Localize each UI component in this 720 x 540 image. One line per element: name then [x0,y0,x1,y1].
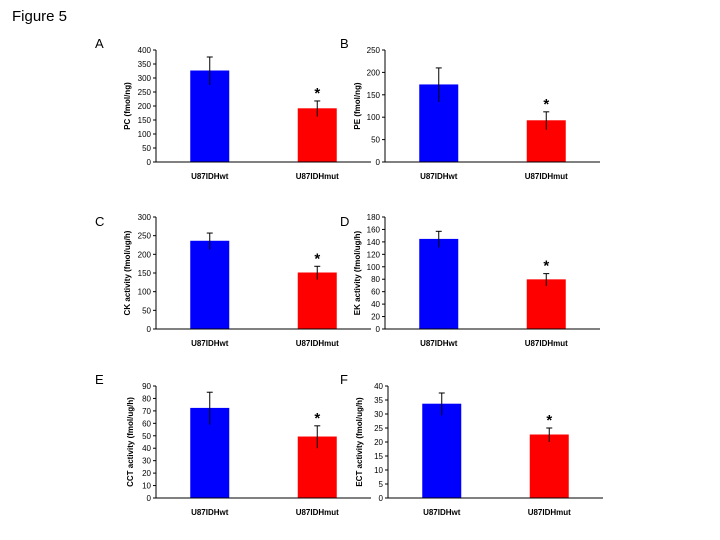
figure-title: Figure 5 [12,8,68,25]
panel-d-ytick-label-2: 40 [371,300,380,309]
panel-c-ytick-label-3: 150 [138,269,152,278]
panel-e-ytick-label-8: 80 [142,394,151,403]
panel-b-ytick-label-5: 250 [367,46,381,55]
panel-a-ytick-label-8: 400 [138,46,152,55]
panel-d-ytick-label-8: 160 [367,225,381,234]
panel-b-ytick-label-1: 50 [371,136,380,145]
panel-b-category-0: U87IDHwt [420,172,458,181]
panel-d-y-axis-title: EK activity (fmol/ug/h) [353,230,362,315]
panel-f-ytick-label-3: 15 [374,452,383,461]
panel-f-bar-1 [529,434,569,499]
panel-e-label: E [95,372,104,387]
panel-c-label: C [95,214,104,229]
panel-e-ytick-label-7: 70 [142,407,151,416]
panel-f-category-0: U87IDHwt [423,508,461,517]
panel-d-ytick-label-1: 20 [371,313,380,322]
panel-b-category-1: U87IDHmut [525,172,568,181]
panel-f-label: F [340,372,348,387]
panel-c-ytick-label-5: 250 [138,232,152,241]
panel-d-bar-0 [419,238,459,330]
panel-e-ytick-label-9: 90 [142,382,151,391]
panel-d-label: D [340,214,349,229]
panel-e-ytick-label-6: 60 [142,419,151,428]
panel-c-bar-1 [297,272,337,330]
panel-d-ytick-label-3: 60 [371,288,380,297]
panel-a-ytick-label-4: 200 [138,102,152,111]
panel-f-category-1: U87IDHmut [528,508,571,517]
panel-e-category-1: U87IDHmut [296,508,339,517]
panel-c-ytick-label-1: 50 [142,306,151,315]
panel-f-significance-star: * [546,412,552,429]
panel-d-category-1: U87IDHmut [525,339,568,348]
panel-d-ytick-label-5: 100 [367,263,381,272]
panel-d-ytick-label-6: 120 [367,250,381,259]
panel-d-ytick-label-0: 0 [376,325,381,334]
panel-f-ytick-label-0: 0 [379,494,384,503]
panel-e-ytick-label-4: 40 [142,444,151,453]
panel-a-significance-star: * [314,85,320,102]
panel-a-ytick-label-5: 250 [138,88,152,97]
panel-f-bar-0 [422,403,462,499]
panel-a-ytick-label-7: 350 [138,60,152,69]
panel-f-ytick-label-4: 20 [374,438,383,447]
panel-d-ytick-label-9: 180 [367,213,381,222]
panel-e-ytick-label-0: 0 [147,494,152,503]
panel-c-significance-star: * [314,250,320,267]
panel-c-category-0: U87IDHwt [191,339,229,348]
panel-f-ytick-label-1: 5 [379,480,384,489]
panel-f-ytick-label-8: 40 [374,382,383,391]
panel-a-category-0: U87IDHwt [191,172,229,181]
panel-c-ytick-label-2: 100 [138,288,152,297]
panel-a-y-axis-title: PC (fmol/ng) [123,82,132,130]
panel-a-ytick-label-6: 300 [138,74,152,83]
panel-e-ytick-label-3: 30 [142,457,151,466]
panel-b-significance-star: * [543,96,549,113]
panel-a-ytick-label-0: 0 [147,158,152,167]
panel-d-bar-1 [526,279,566,330]
panel-e-ytick-label-1: 10 [142,482,151,491]
panel-b-ytick-label-2: 100 [367,113,381,122]
panel-e-category-0: U87IDHwt [191,508,229,517]
panel-f-ytick-label-7: 35 [374,396,383,405]
panel-f-ytick-label-2: 10 [374,466,383,475]
panel-d-significance-star: * [543,258,549,275]
panel-b-label: B [340,36,349,51]
panel-a-ytick-label-3: 150 [138,116,152,125]
panel-e-ytick-label-5: 50 [142,432,151,441]
panel-b-ytick-label-3: 150 [367,91,381,100]
panel-a-bar-1 [297,108,337,163]
panel-c-ytick-label-6: 300 [138,213,152,222]
panel-e-ytick-label-2: 20 [142,469,151,478]
panel-a-bar-0 [190,70,230,163]
panel-d-ytick-label-7: 140 [367,238,381,247]
panel-d-category-0: U87IDHwt [420,339,458,348]
panel-f-y-axis-title: ECT activity (fmol/ug/h) [355,397,364,487]
panel-f-ytick-label-6: 30 [374,410,383,419]
panel-a-category-1: U87IDHmut [296,172,339,181]
panel-b-y-axis-title: PE (fmol/ng) [353,82,362,129]
panel-b-ytick-label-0: 0 [376,158,381,167]
panel-e-y-axis-title: CCT activity (fmol/ug/h) [126,397,135,487]
panel-c-ytick-label-4: 200 [138,250,152,259]
panel-a-label: A [95,36,104,51]
panel-c-ytick-label-0: 0 [147,325,152,334]
panel-b-ytick-label-4: 200 [367,68,381,77]
panel-c-category-1: U87IDHmut [296,339,339,348]
panel-c-bar-0 [190,240,230,330]
panel-f-ytick-label-5: 25 [374,424,383,433]
panel-c-y-axis-title: CK activity (fmol/ug/h) [123,230,132,315]
panel-a-ytick-label-1: 50 [142,144,151,153]
panel-e-significance-star: * [314,410,320,427]
panel-a-ytick-label-2: 100 [138,130,152,139]
panel-d-ytick-label-4: 80 [371,275,380,284]
